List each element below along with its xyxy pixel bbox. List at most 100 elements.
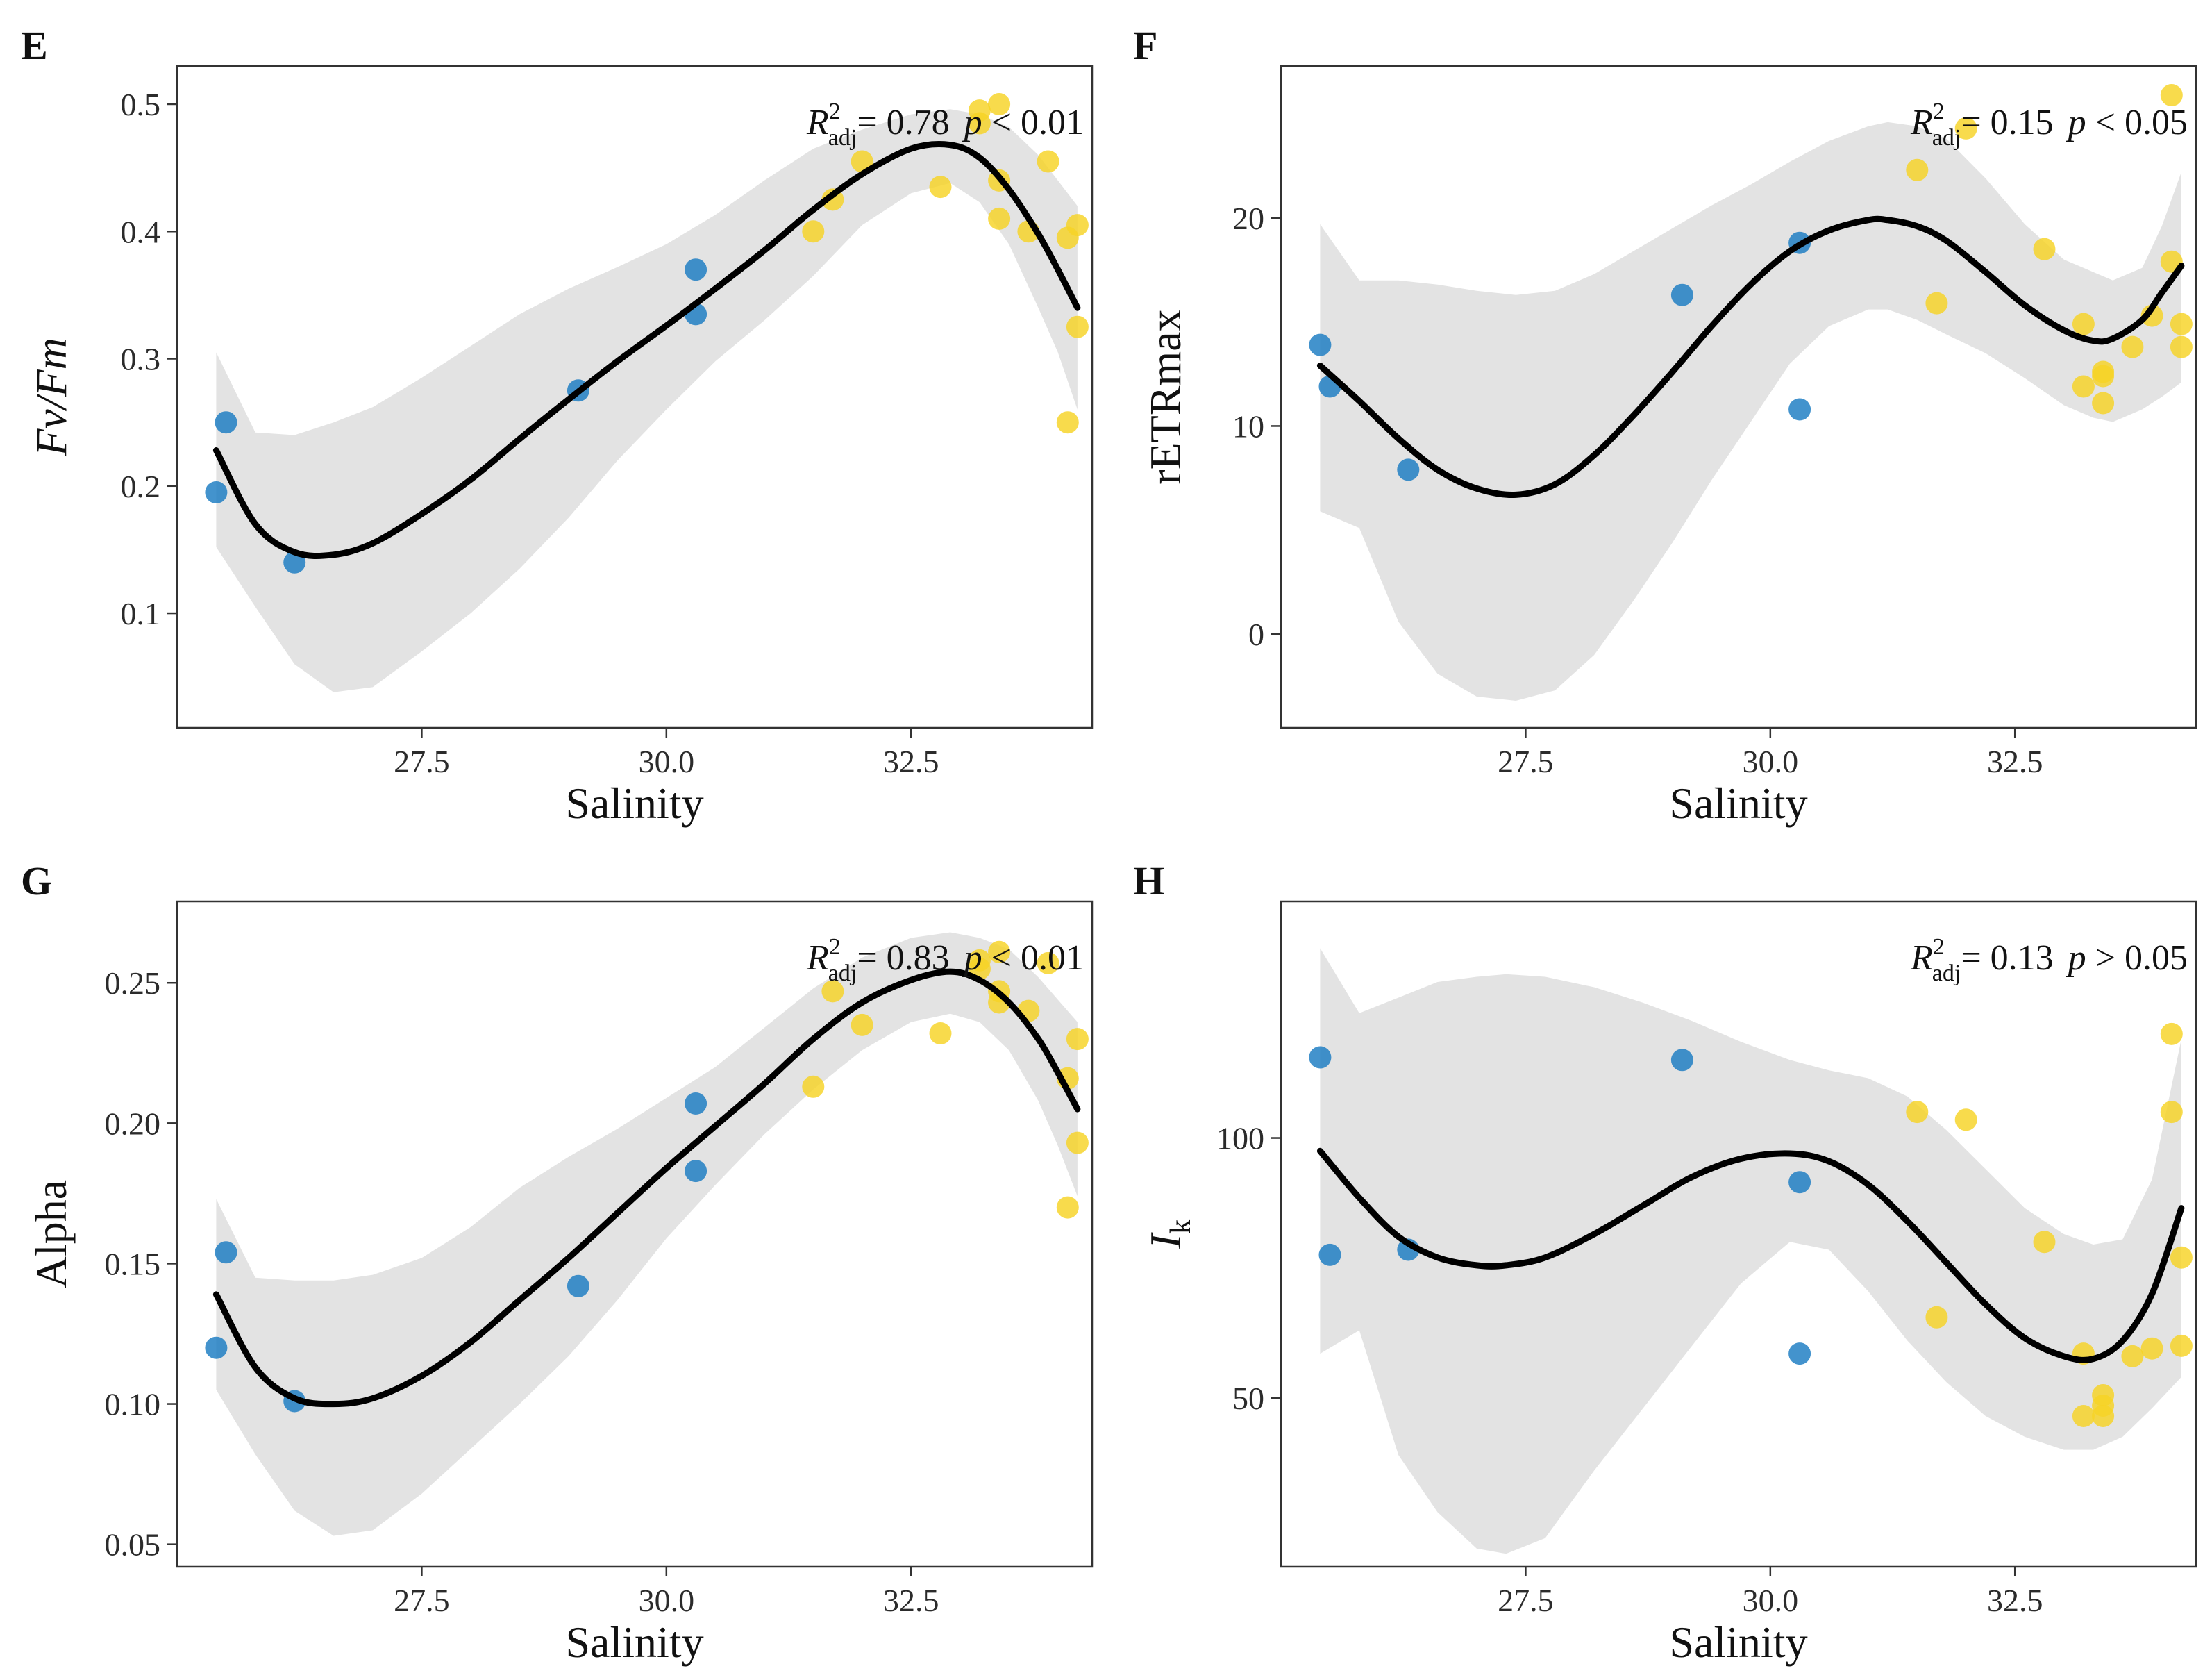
data-point (2033, 238, 2056, 260)
confidence-band (216, 932, 1078, 1536)
anno-rel: < 0.05 (2086, 103, 2188, 142)
x-tick-label: 27.5 (1498, 1583, 1554, 1618)
data-point (2170, 335, 2193, 358)
x-tick-label: 30.0 (1743, 1583, 1799, 1618)
stat-annotation: R2 adj= 0.78 p < 0.01 (806, 99, 1084, 151)
x-tick-label: 32.5 (883, 1583, 939, 1618)
fit-line (1316, 215, 2185, 499)
data-point (988, 93, 1011, 115)
anno-sub: adj (828, 125, 857, 151)
anno-sub: adj (1932, 125, 1961, 151)
plot-border (1280, 65, 2197, 729)
data-point (1056, 1196, 1079, 1219)
data-point (1318, 1243, 1341, 1266)
data-point (1954, 117, 1977, 140)
x-axis-title: Salinity (1669, 779, 1807, 828)
panel-letter: F (1133, 23, 1157, 68)
data-point (1906, 1101, 1929, 1124)
data-point (1066, 315, 1089, 338)
panels-container: 27.5 30.0 32.5 Salinity 0.1 0.2 0.3 0.4 0.5 Fv/Fm… (21, 23, 2197, 1667)
x-axis: 27.5 30.0 32.5 (1498, 1567, 2043, 1618)
y-tick-label: 0.3 (121, 342, 161, 377)
y-tick-label: 0.2 (121, 469, 161, 504)
data-point (1066, 1131, 1089, 1154)
panel-g: 27.5 30.0 32.5 Salinity 0.05 0.10 0.15 0.20 0.25… (21, 858, 1094, 1667)
data-point (2160, 84, 2183, 106)
panel-e: 27.5 30.0 32.5 Salinity 0.1 0.2 0.3 0.4 0.5 Fv/Fm… (21, 23, 1094, 828)
data-point (1788, 1171, 1811, 1194)
panel-letter: H (1133, 858, 1164, 904)
panel-f: 27.5 30.0 32.5 Salinity 0 10 20 rETRmax F R2 adj= … (1133, 23, 2197, 828)
plot-border (176, 65, 1094, 729)
data-point (1925, 292, 1948, 315)
y-tick-label: 0.4 (121, 214, 161, 249)
x-axis: 27.5 30.0 32.5 (1498, 728, 2043, 779)
y-tick-label: 0.25 (105, 965, 161, 1001)
data-point (1670, 1049, 1693, 1072)
y-tick-label: 0.1 (121, 596, 161, 631)
x-axis: 27.5 30.0 32.5 (394, 1567, 939, 1618)
data-point (988, 940, 1011, 963)
data-point (205, 481, 228, 503)
y-axis-title: rETRmax (1141, 309, 1190, 484)
x-axis-title: Salinity (1669, 1617, 1807, 1667)
y-axis: 0.05 0.10 0.15 0.20 0.25 (105, 965, 177, 1563)
anno-sub: adj (1932, 960, 1961, 986)
fit-line (212, 968, 1081, 1408)
data-point (988, 207, 1011, 230)
y-tick-label: 50 (1232, 1381, 1264, 1416)
x-tick-label: 30.0 (1743, 744, 1799, 779)
anno-space (2054, 938, 2063, 978)
anno-value: = 0.15 (1961, 103, 2053, 142)
anno-r: R (1910, 103, 1933, 142)
anno-p: p (962, 103, 982, 142)
y-tick-label: 0.05 (105, 1527, 161, 1563)
data-points (1309, 84, 2193, 481)
x-tick-label: 27.5 (1498, 744, 1554, 779)
panel-letter: G (21, 858, 52, 904)
data-point (1397, 458, 1420, 481)
confidence-band (1320, 122, 2181, 701)
y-tick-label: 20 (1232, 201, 1264, 236)
y-axis: 50 100 (1216, 1121, 1281, 1416)
data-point (685, 1092, 707, 1115)
data-point (1788, 1342, 1811, 1365)
anno-value: = 0.78 (857, 103, 949, 142)
y-axis-title: Ik (1141, 1220, 1197, 1249)
anno-value: = 0.13 (1961, 938, 2053, 978)
panel-letter: E (21, 23, 48, 68)
plot-area (1309, 84, 2193, 701)
plot-area (205, 93, 1089, 692)
data-point (2072, 1405, 2095, 1427)
anno-space (2054, 103, 2063, 142)
data-point (2092, 1405, 2115, 1427)
data-point (2121, 1345, 2144, 1367)
stat-annotation: R2 adj= 0.13 p > 0.05 (1910, 934, 2188, 986)
data-point (685, 1160, 707, 1183)
y-tick-label: 0.20 (105, 1106, 161, 1141)
data-point (2121, 335, 2144, 358)
anno-sup: 2 (1933, 934, 1945, 960)
y-axis-title: Alpha (26, 1180, 76, 1288)
anno-r: R (806, 938, 829, 978)
confidence-band (216, 109, 1078, 692)
data-point (1309, 1046, 1332, 1069)
data-point (1954, 1108, 1977, 1131)
y-axis: 0 10 20 (1232, 201, 1281, 652)
anno-space (950, 938, 959, 978)
plot-border (176, 900, 1094, 1568)
data-point (205, 1336, 228, 1359)
y-axis-title-main: rETRmax (1141, 309, 1190, 484)
y-tick-label: 0.5 (121, 87, 161, 122)
anno-rel: > 0.05 (2086, 938, 2188, 978)
data-point (851, 150, 873, 173)
data-point (567, 1274, 589, 1297)
data-point (1906, 158, 1929, 181)
data-point (2033, 1231, 2056, 1254)
data-point (2140, 1337, 2163, 1360)
y-axis-title-main: Alpha (26, 1180, 76, 1288)
anno-p: p (2066, 103, 2086, 142)
plot-area (205, 932, 1089, 1536)
y-axis-title-main: Fv/Fm (26, 338, 76, 457)
